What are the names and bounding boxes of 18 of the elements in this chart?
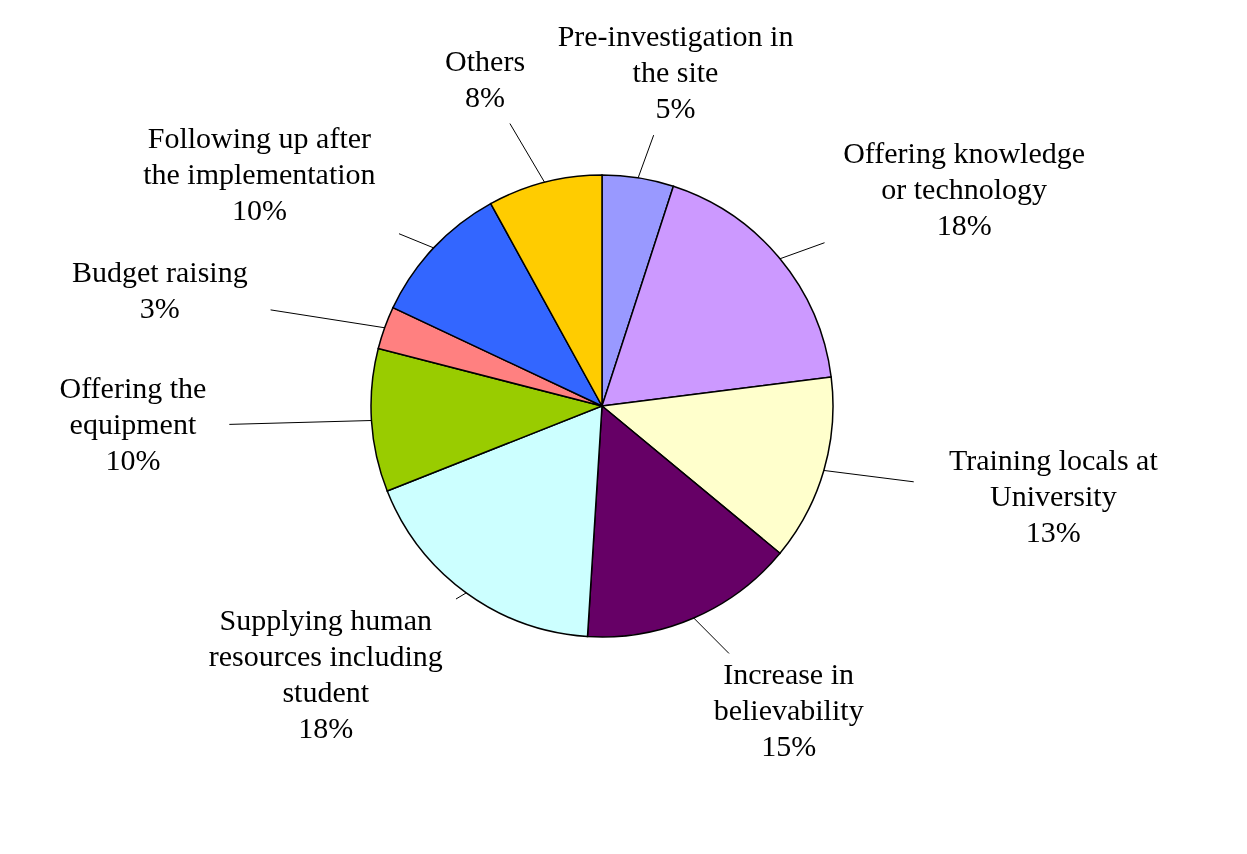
- slice-label: Offering knowledge or technology: [843, 136, 1086, 206]
- slice-label: Others: [445, 43, 526, 77]
- data-label: 5%: [655, 91, 696, 125]
- slice-label: Budget raising: [71, 254, 248, 288]
- slice-label: Pre-investigation in the site: [557, 19, 794, 89]
- data-label: 15%: [761, 729, 817, 763]
- slice-label: Increase in believability: [713, 657, 864, 727]
- data-label: 10%: [105, 442, 161, 476]
- data-label: 3%: [139, 290, 180, 324]
- data-label: 8%: [465, 79, 506, 113]
- data-label: 10%: [231, 192, 287, 226]
- slice-label: Supplying human resources including student: [208, 602, 443, 708]
- data-label: 13%: [1025, 515, 1081, 549]
- slice-label: Following up after the implementation: [143, 120, 376, 190]
- data-label: 18%: [936, 208, 992, 242]
- slice-label: Offering the equipment: [59, 370, 207, 440]
- slice-label: Training locals at University: [948, 443, 1159, 513]
- data-label: 18%: [298, 710, 354, 744]
